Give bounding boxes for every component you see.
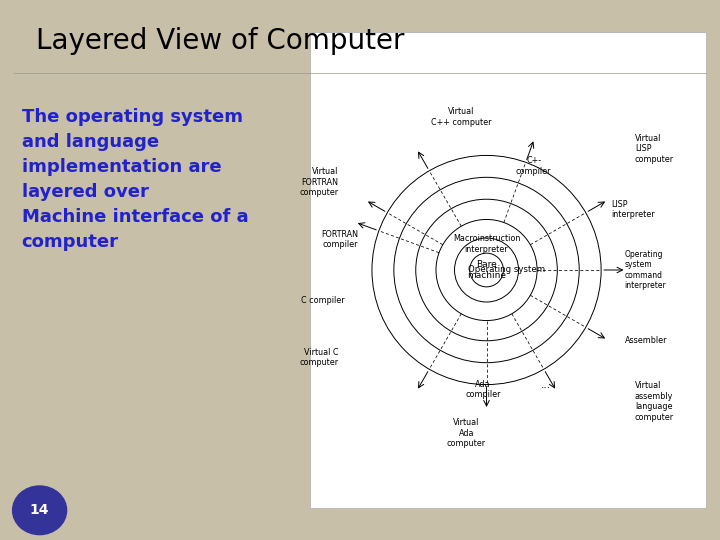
Text: ...: ... <box>541 380 551 389</box>
Text: The operating system
and language
implementation are
layered over
Machine interf: The operating system and language implem… <box>22 108 248 251</box>
Text: Ada
compiler: Ada compiler <box>465 380 501 399</box>
Text: Virtual
Ada
computer: Virtual Ada computer <box>446 418 486 448</box>
Text: Virtual
FORTRAN
computer: Virtual FORTRAN computer <box>299 167 338 197</box>
Text: Assembler: Assembler <box>625 336 667 345</box>
Text: LISP
interpreter: LISP interpreter <box>611 200 655 219</box>
Text: Macroinstruction
interpreter: Macroinstruction interpreter <box>453 234 521 254</box>
Ellipse shape <box>13 486 66 535</box>
Text: 14: 14 <box>30 503 50 517</box>
Text: Virtual
assembly
language
computer: Virtual assembly language computer <box>635 381 674 422</box>
Text: Layered View of Computer: Layered View of Computer <box>36 27 405 55</box>
Text: Bare
machine: Bare machine <box>467 260 506 280</box>
Text: C+-
compiler: C+- compiler <box>516 156 552 176</box>
Text: Operating system: Operating system <box>468 266 545 274</box>
Text: Virtual C
computer: Virtual C computer <box>299 348 338 367</box>
FancyBboxPatch shape <box>310 32 706 508</box>
Text: Operating
system
command
interpreter: Operating system command interpreter <box>625 250 667 290</box>
Text: Virtual
C++ computer: Virtual C++ computer <box>431 107 492 127</box>
Text: C compiler: C compiler <box>302 296 345 305</box>
Text: FORTRAN
compiler: FORTRAN compiler <box>321 230 359 249</box>
Text: Virtual
LISP
computer: Virtual LISP computer <box>635 134 674 164</box>
